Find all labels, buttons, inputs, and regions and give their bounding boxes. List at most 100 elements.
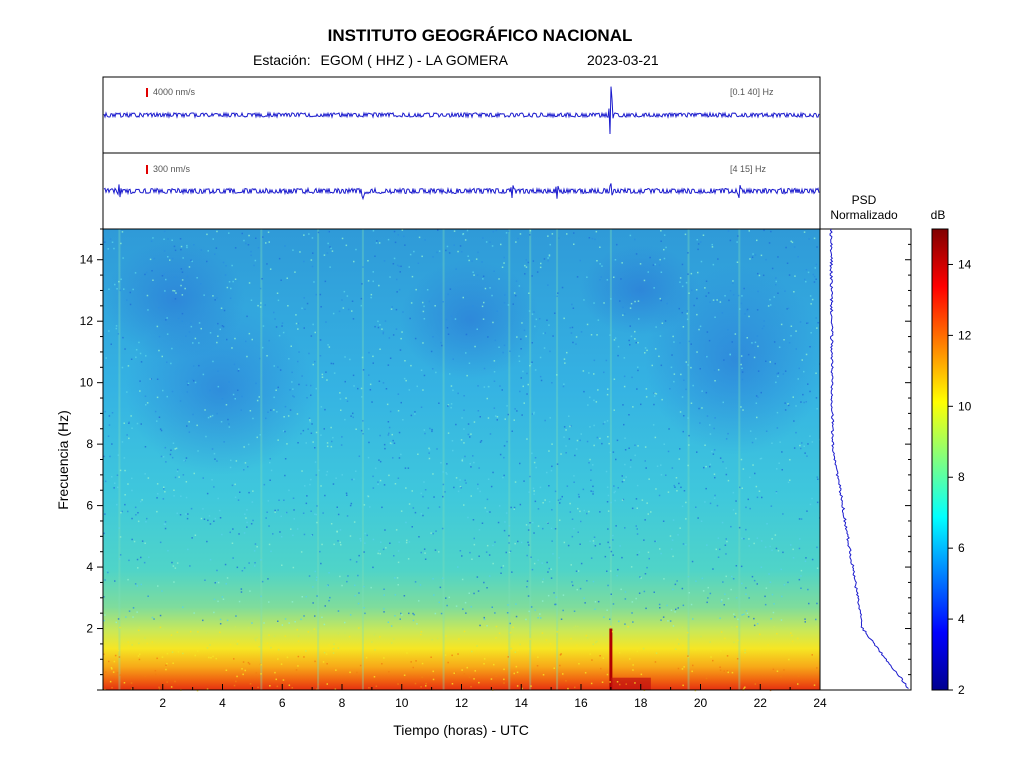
noise-dot — [244, 669, 246, 672]
noise-dot — [473, 678, 475, 680]
noise-dot — [711, 243, 713, 246]
noise-dot — [135, 514, 137, 516]
noise-dot — [601, 442, 603, 445]
noise-dot — [701, 407, 703, 409]
noise-dot — [540, 617, 542, 619]
noise-dot — [446, 245, 449, 248]
noise-dot — [641, 299, 643, 302]
noise-dot — [346, 295, 349, 297]
noise-dot — [305, 442, 307, 444]
noise-dot — [801, 442, 803, 444]
noise-dot — [620, 588, 622, 591]
noise-dot — [772, 668, 775, 671]
noise-dot — [397, 683, 399, 685]
noise-dot — [528, 648, 530, 650]
noise-dot — [313, 281, 315, 283]
noise-dot — [767, 305, 770, 307]
noise-dot — [797, 378, 799, 380]
noise-dot — [164, 523, 166, 526]
noise-dot — [702, 234, 705, 236]
noise-dot — [323, 428, 325, 430]
noise-dot — [721, 599, 723, 601]
noise-dot — [535, 466, 537, 469]
noise-dot — [524, 264, 526, 267]
noise-dot — [724, 648, 726, 650]
noise-dot — [312, 363, 314, 366]
noise-dot — [398, 288, 401, 291]
noise-dot — [387, 364, 390, 366]
noise-dot — [414, 511, 417, 514]
noise-dot — [522, 385, 524, 388]
noise-dot — [621, 481, 624, 483]
noise-dot — [617, 345, 620, 348]
noise-dot — [152, 237, 154, 239]
noise-dot — [235, 680, 237, 683]
noise-dot — [471, 558, 473, 560]
noise-dot — [696, 313, 698, 316]
noise-dot — [229, 531, 231, 534]
noise-dot — [311, 630, 313, 633]
noise-dot — [601, 681, 604, 683]
x-tick-label: 16 — [574, 696, 588, 710]
noise-dot — [739, 486, 741, 489]
noise-dot — [277, 658, 279, 660]
noise-dot — [529, 234, 531, 236]
noise-dot — [382, 548, 385, 551]
noise-dot — [493, 270, 495, 272]
noise-dot — [764, 603, 767, 606]
noise-dot — [702, 590, 705, 592]
noise-dot — [301, 596, 303, 598]
noise-dot — [534, 457, 537, 459]
noise-dot — [440, 341, 442, 344]
noise-dot — [113, 247, 115, 250]
noise-dot — [777, 256, 779, 258]
noise-dot — [254, 562, 256, 564]
noise-dot — [722, 461, 724, 463]
noise-dot — [514, 651, 517, 653]
noise-dot — [682, 644, 684, 647]
noise-dot — [424, 432, 426, 435]
noise-dot — [400, 337, 402, 340]
noise-dot — [630, 302, 633, 305]
noise-dot — [233, 363, 236, 366]
noise-dot — [200, 327, 202, 330]
noise-dot — [475, 258, 478, 260]
noise-dot — [606, 673, 609, 676]
noise-dot — [156, 483, 159, 485]
noise-dot — [290, 345, 292, 347]
noise-dot — [197, 450, 199, 452]
noise-dot — [713, 369, 716, 372]
noise-dot — [254, 639, 257, 642]
noise-dot — [192, 378, 194, 381]
noise-dot — [390, 308, 393, 310]
noise-dot — [232, 557, 234, 559]
noise-dot — [171, 257, 174, 260]
noise-dot — [605, 470, 608, 473]
noise-dot — [731, 575, 733, 578]
noise-dot — [551, 509, 553, 511]
noise-dot — [495, 637, 497, 639]
noise-dot — [478, 529, 481, 531]
noise-dot — [298, 383, 300, 386]
noise-dot — [620, 278, 622, 280]
noise-dot — [108, 424, 111, 426]
noise-dot — [594, 608, 596, 610]
noise-dot — [553, 667, 555, 669]
noise-dot — [450, 385, 453, 387]
noise-dot — [663, 578, 665, 580]
noise-dot — [310, 384, 312, 387]
noise-dot — [392, 334, 395, 336]
noise-dot — [698, 328, 700, 331]
noise-dot — [571, 326, 574, 329]
noise-dot — [204, 579, 206, 581]
noise-dot — [605, 359, 608, 362]
noise-dot — [629, 658, 631, 660]
noise-dot — [194, 534, 197, 536]
noise-dot — [666, 604, 668, 607]
noise-dot — [438, 402, 440, 404]
noise-dot — [709, 592, 712, 595]
noise-dot — [560, 618, 563, 620]
noise-dot — [659, 607, 661, 609]
noise-dot — [495, 229, 498, 232]
noise-dot — [745, 610, 748, 612]
